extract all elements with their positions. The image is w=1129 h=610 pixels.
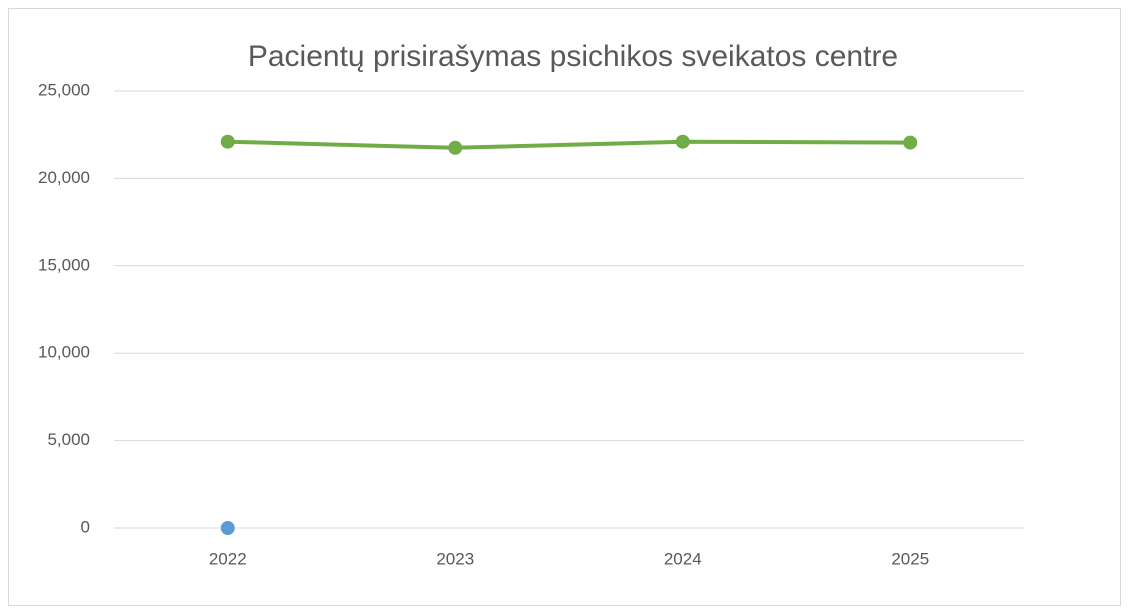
y-tick-label: 10,000 xyxy=(38,343,90,362)
y-tick-label: 25,000 xyxy=(38,80,90,99)
data-point xyxy=(675,134,690,149)
x-tick-label: 2024 xyxy=(664,549,702,568)
data-point xyxy=(220,134,235,149)
x-tick-label: 2025 xyxy=(891,549,929,568)
data-point xyxy=(220,521,235,535)
y-tick-label: 0 xyxy=(81,517,90,536)
data-point xyxy=(903,135,918,150)
x-tick-label: 2022 xyxy=(209,549,247,568)
data-point xyxy=(448,140,463,155)
x-tick-label: 2023 xyxy=(436,549,474,568)
chart-frame xyxy=(8,8,1121,606)
y-tick-label: 15,000 xyxy=(38,255,90,274)
chart-title: Pacientų prisirašymas psichikos sveikato… xyxy=(248,40,898,73)
y-tick-label: 20,000 xyxy=(38,168,90,187)
y-tick-label: 5,000 xyxy=(47,430,90,449)
series-line xyxy=(225,139,913,150)
